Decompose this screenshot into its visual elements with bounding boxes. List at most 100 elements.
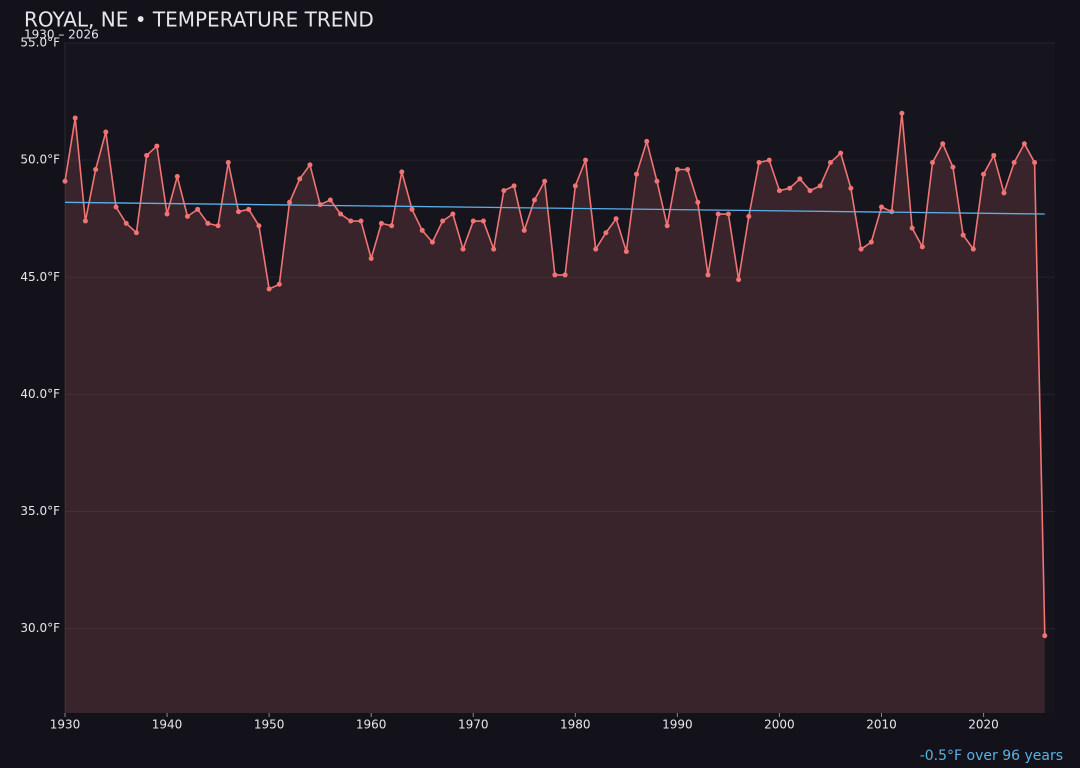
point [460,246,466,252]
point [981,171,987,177]
point [368,256,374,262]
point [940,141,946,147]
x-tick-label: 2000 [764,718,795,732]
x-tick-label: 1980 [560,718,591,732]
point [521,227,527,233]
point [664,223,670,229]
y-tick-label: 45.0°F [20,270,60,284]
x-tick-label: 2010 [866,718,897,732]
point [797,176,803,182]
point [858,246,864,252]
y-tick-label: 50.0°F [20,153,60,167]
point [674,167,680,173]
point [501,188,507,194]
x-tick-label: 2020 [968,718,999,732]
point [848,185,854,191]
y-tick-label: 35.0°F [20,504,60,518]
y-tick-label: 40.0°F [20,387,60,401]
point [868,239,874,245]
point [654,178,660,184]
point [236,209,242,215]
point [685,167,691,173]
point [450,211,456,217]
point [317,202,323,208]
point [276,281,282,287]
point [113,204,119,210]
point [297,176,303,182]
point [164,211,170,217]
chart-subtitle: 1930 – 2026 [24,28,99,42]
point [552,272,558,278]
chart-title: ROYAL, NE • TEMPERATURE TREND [24,8,374,32]
point [1021,141,1027,147]
point [1042,633,1048,639]
point [133,230,139,236]
trend-annotation: -0.5°F over 96 years [920,748,1063,764]
point [970,246,976,252]
point [715,211,721,217]
point [123,220,129,226]
point [358,218,364,224]
point [287,199,293,205]
point [1001,190,1007,196]
point [419,227,425,233]
point [348,218,354,224]
point [480,218,486,224]
point [562,272,568,278]
point [399,169,405,175]
point [572,183,578,189]
point [950,164,956,170]
point [307,162,313,168]
point [787,185,793,191]
point [613,216,619,222]
point [807,188,813,194]
point [909,225,915,231]
point [531,197,537,203]
area [65,113,1045,713]
point [878,204,884,210]
point [256,223,262,229]
point [746,213,752,219]
point [838,150,844,156]
point [327,197,333,203]
x-tick-label: 1950 [254,718,285,732]
point [429,239,435,245]
point [338,211,344,217]
x-tick-label: 1930 [50,718,81,732]
point [62,178,68,184]
point [378,220,384,226]
point [1011,159,1017,165]
point [184,213,190,219]
point [174,174,180,180]
point [409,206,415,212]
point [225,159,231,165]
point [266,286,272,292]
point [899,110,905,116]
point [593,246,599,252]
point [817,183,823,189]
point [756,159,762,165]
x-tick-label: 1990 [662,718,693,732]
point [603,230,609,236]
point [72,115,78,121]
point [82,218,88,224]
trend-line [64,201,1045,215]
point [623,248,629,254]
point [195,206,201,212]
point [634,171,640,177]
point [960,232,966,238]
point [470,218,476,224]
point [511,183,517,189]
point [491,246,497,252]
point [246,206,252,212]
point [827,159,833,165]
point [644,138,650,144]
point [695,199,701,205]
y-tick-label: 30.0°F [20,621,60,635]
point [736,277,742,283]
point [144,152,150,158]
point [930,159,936,165]
point [205,220,211,226]
